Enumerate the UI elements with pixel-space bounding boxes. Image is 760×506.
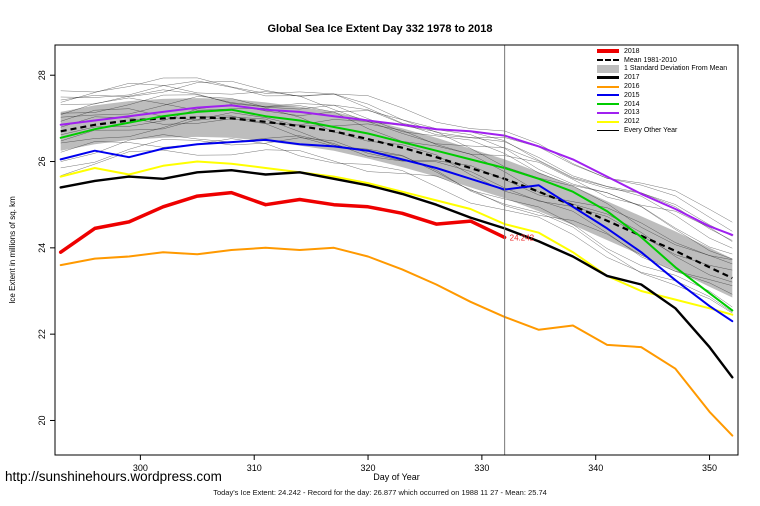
chart-legend: 2018 Mean 1981-2010 1 Standard Deviation F… [597, 47, 727, 135]
legend-label: 2017 [624, 74, 640, 82]
legend-label: 2013 [624, 109, 640, 117]
legend-item: 2017 [597, 73, 727, 82]
legend-swatch-2018 [597, 49, 619, 54]
legend-item: 2013 [597, 109, 727, 118]
background-year-line [60, 96, 733, 241]
background-year-line [60, 97, 733, 295]
legend-item: 2015 [597, 91, 727, 100]
series-line-2014 [59, 108, 734, 312]
legend-label: 1 Standard Deviation From Mean [624, 65, 728, 73]
background-year-line [60, 112, 733, 242]
legend-swatch-mean-1981-2010 [597, 59, 619, 62]
current-extent-annotation: 24.242 [510, 233, 535, 242]
legend-label: 2018 [624, 47, 640, 55]
legend-label: 2016 [624, 83, 640, 91]
x-tick-label: 350 [702, 463, 717, 473]
background-year-line [60, 77, 733, 260]
legend-label: 2014 [624, 100, 640, 108]
legend-item: Mean 1981-2010 [597, 56, 727, 65]
legend-label: 2015 [624, 91, 640, 99]
series-line-2018 [58, 190, 507, 254]
background-year-line [60, 94, 733, 255]
x-axis-label: Day of Year [373, 472, 420, 482]
legend-swatch-2015 [597, 94, 619, 97]
background-year-line [60, 149, 733, 286]
x-tick-label: 300 [133, 463, 148, 473]
legend-swatch-2016 [597, 85, 619, 88]
background-year-line [60, 137, 733, 260]
y-tick-label: 22 [37, 329, 47, 339]
background-year-line [60, 104, 733, 223]
legend-label: 2012 [624, 118, 640, 126]
legend-label: Every Other Year [624, 127, 678, 135]
series-line-2017 [59, 169, 734, 379]
y-tick-label: 26 [37, 157, 47, 167]
legend-swatch-1-standard-deviation-from-mean [597, 64, 619, 73]
x-tick-label: 340 [588, 463, 603, 473]
x-tick-label: 330 [474, 463, 489, 473]
y-tick-label: 20 [37, 415, 47, 425]
legend-label: Mean 1981-2010 [624, 56, 677, 64]
sea-ice-extent-chart: 24.242 300 310 320 330 340 350 20 22 24 26 28 Day of… [8, 44, 739, 482]
footer-url: http://sunshinehours.wordpress.com [5, 469, 222, 484]
legend-item: Every Other Year [597, 126, 727, 135]
legend-item: 2012 [597, 117, 727, 126]
series-line-2016 [59, 246, 734, 437]
legend-item: 2018 [597, 47, 727, 56]
legend-swatch-2012 [597, 120, 619, 123]
plot-border [54, 44, 739, 456]
background-year-line [60, 80, 733, 232]
footer-caption: Today's Ice Extent: 24.242 - Record for … [213, 488, 547, 497]
series-line-2013 [59, 104, 734, 236]
y-axis-label: Ice Extent in millions of sq. km [8, 196, 17, 304]
legend-swatch-2017 [597, 76, 619, 80]
legend-swatch-every-other-year [597, 130, 619, 132]
legend-swatch-2013 [597, 111, 619, 114]
x-tick-label: 310 [247, 463, 262, 473]
legend-swatch-2014 [597, 103, 619, 106]
y-tick-label: 24 [37, 243, 47, 253]
y-tick-label: 28 [37, 70, 47, 80]
background-year-line [60, 115, 733, 237]
legend-item: 2014 [597, 100, 727, 109]
legend-item: 1 Standard Deviation From Mean [597, 64, 728, 74]
legend-item: 2016 [597, 82, 727, 91]
plot-series-layer [58, 77, 734, 437]
series-line-2015 [59, 138, 734, 323]
series-line-2012 [59, 160, 734, 316]
chart-title: Global Sea Ice Extent Day 332 1978 to 20… [267, 23, 493, 35]
mean-line [60, 116, 733, 280]
x-tick-label: 320 [361, 463, 376, 473]
